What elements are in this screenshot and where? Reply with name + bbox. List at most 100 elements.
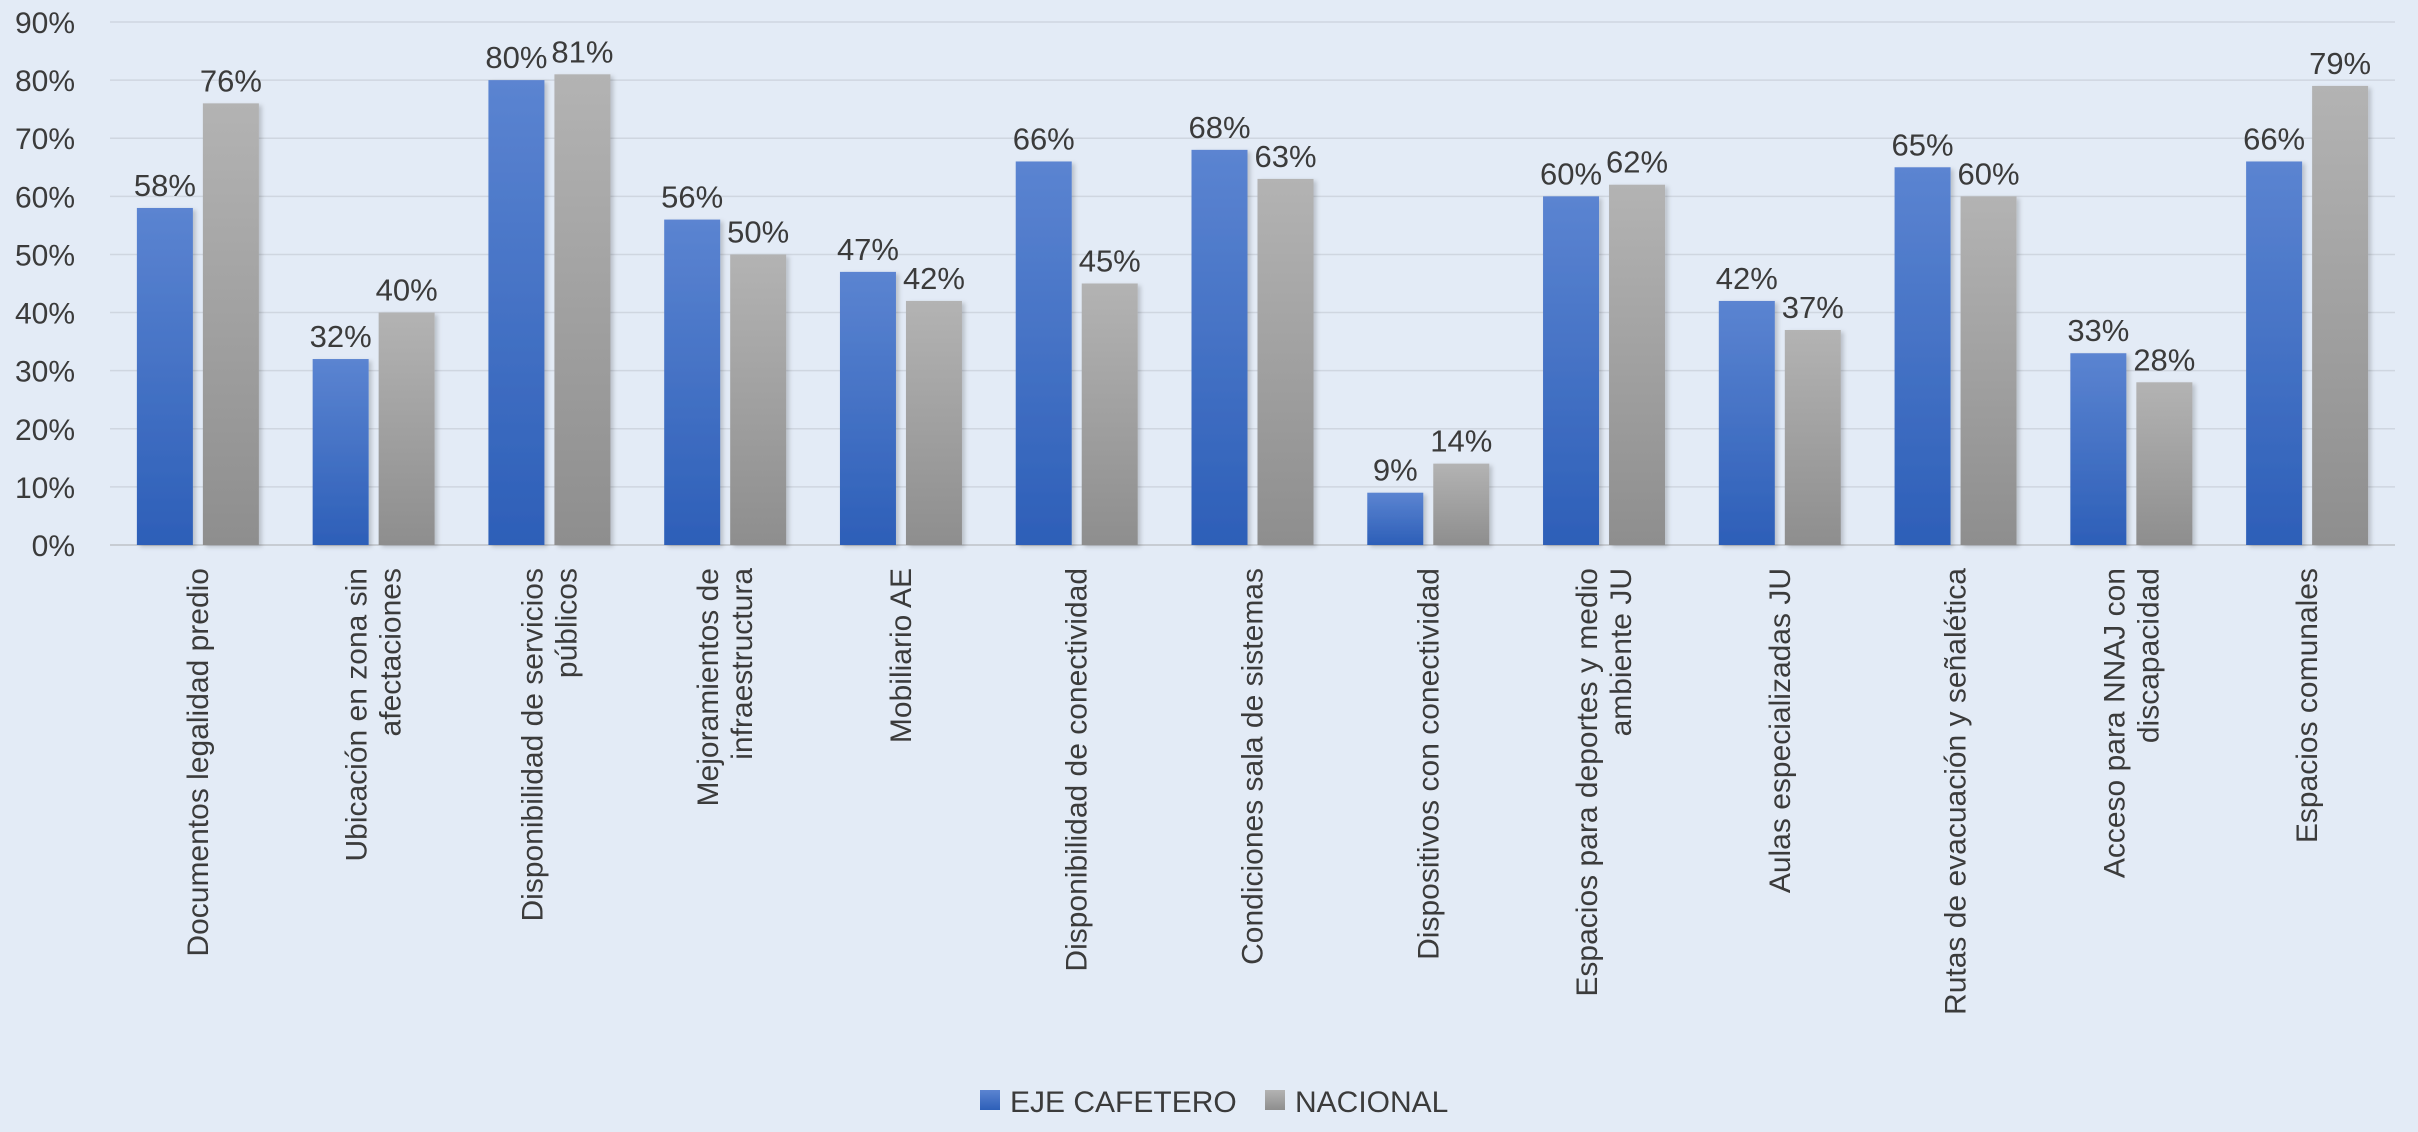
data-label: 47% — [837, 232, 899, 267]
x-tick-label-line: públicos — [550, 568, 583, 678]
bar-nacional — [905, 300, 962, 545]
gridlines — [110, 21, 2395, 546]
data-label: 60% — [1540, 156, 1602, 191]
x-tick-label: Aulas especializadas JU — [1764, 568, 1797, 893]
y-tick-label: 70% — [15, 123, 75, 156]
data-label: 42% — [903, 261, 965, 296]
data-label: 68% — [1188, 110, 1250, 145]
data-label: 50% — [727, 214, 789, 249]
bar-eje-cafetero — [1191, 149, 1248, 545]
data-labels: 58%76%32%40%80% 81%56%50% 47%42%66%45%68%6… — [134, 34, 2371, 487]
bar-eje-cafetero — [1367, 492, 1424, 545]
bar-nacional — [1257, 178, 1314, 545]
x-tick-label-line: Condiciones sala de sistemas — [1237, 568, 1270, 965]
data-label: 79% — [2309, 46, 2371, 81]
bar-eje-cafetero — [1015, 161, 1072, 545]
bar-nacional — [2312, 85, 2369, 545]
x-tick-label: Dispositivos con conectividad — [1412, 568, 1445, 960]
data-label: 28% — [2133, 342, 2195, 377]
x-tick-label-line: Mejoramientos de — [692, 568, 725, 806]
y-tick-label: 40% — [15, 298, 75, 331]
data-label: 9% — [1373, 453, 1418, 488]
data-label: 58% — [134, 168, 196, 203]
bar-eje-cafetero — [839, 271, 896, 545]
x-tick-label: Mejoramientos de infraestructura — [692, 568, 759, 807]
data-label: 76% — [200, 63, 262, 98]
data-label: 80% — [485, 40, 547, 75]
bar-eje-cafetero — [488, 80, 545, 545]
y-tick-label: 20% — [15, 414, 75, 447]
x-axis: Documentos legalidad predio Ubicación en … — [182, 568, 2324, 1015]
x-tick-label-line: Mobiliario AE — [885, 568, 918, 743]
x-tick-label-line: infraestructura — [726, 568, 759, 760]
x-tick-label: Espacios para deportes y medio ambiente J… — [1571, 568, 1638, 997]
y-tick-label: 30% — [15, 356, 75, 389]
data-label: 56% — [661, 180, 723, 215]
data-label: 42% — [1716, 261, 1778, 296]
bar-nacional — [202, 103, 259, 545]
x-tick-label: Condiciones sala de sistemas — [1237, 568, 1270, 965]
x-tick-label-line: Documentos legalidad predio — [182, 568, 215, 957]
x-tick-label: Disponibilidad de conectividad — [1061, 568, 1094, 972]
bar-eje-cafetero — [312, 359, 369, 545]
x-tick-label-line: Ubicación en zona sin — [341, 568, 374, 862]
x-tick-label-line: Espacios para deportes y medio — [1571, 568, 1604, 997]
data-label: 81% — [551, 34, 613, 69]
y-tick-label: 90% — [15, 7, 75, 40]
bar-nacional — [1784, 329, 1841, 545]
y-tick-label: 60% — [15, 181, 75, 214]
x-tick-label-line: Rutas de evacuación y señalética — [1940, 568, 1973, 1015]
x-tick-label-line: discapacidad — [2132, 568, 2165, 743]
legend-label: EJE CAFETERO — [1010, 1086, 1237, 1119]
bars — [136, 74, 2369, 546]
data-label: 60% — [1958, 156, 2020, 191]
bar-nacional — [1960, 196, 2017, 546]
bar-nacional — [1609, 184, 1666, 545]
data-label: 66% — [2243, 121, 2305, 156]
y-tick-label: 10% — [15, 472, 75, 505]
bar-nacional — [554, 74, 611, 546]
legend-item-nacional: NACIONAL — [1265, 1086, 1448, 1119]
data-label: 33% — [2067, 313, 2129, 348]
x-tick-label-line: Espacios comunales — [2291, 568, 2324, 843]
bar-nacional — [2136, 382, 2193, 545]
bar-eje-cafetero — [1718, 300, 1775, 545]
y-tick-label: 0% — [32, 530, 75, 563]
data-label: 32% — [310, 319, 372, 354]
data-label: 62% — [1606, 145, 1668, 180]
x-tick-label: Ubicación en zona sin afectaciones — [341, 568, 408, 862]
x-tick-label: Mobiliario AE — [885, 568, 918, 743]
y-tick-label: 80% — [15, 65, 75, 98]
data-label: 14% — [1430, 424, 1492, 459]
x-tick-label-line: Dispositivos con conectividad — [1412, 568, 1445, 960]
legend-label: NACIONAL — [1295, 1086, 1448, 1119]
bar-eje-cafetero — [136, 207, 193, 545]
y-axis: 0% 10% 20% 30% 40% 50% 60% 70% 80% 90% — [15, 7, 75, 563]
data-label: 45% — [1079, 244, 1141, 279]
bar-nacional — [1081, 283, 1138, 545]
x-tick-label-line: afectaciones — [375, 568, 408, 736]
bar-eje-cafetero — [1894, 167, 1951, 545]
x-tick-label-line: Acceso para NNAJ con — [2098, 568, 2131, 878]
data-label: 40% — [376, 273, 438, 308]
bar-eje-cafetero — [2246, 161, 2303, 545]
x-tick-label: Acceso para NNAJ con discapacidad — [2098, 568, 2165, 878]
bar-eje-cafetero — [664, 219, 721, 546]
legend-swatch — [1265, 1090, 1285, 1110]
x-tick-label-line: Aulas especializadas JU — [1764, 568, 1797, 893]
bar-nacional — [378, 312, 435, 545]
bar-eje-cafetero — [2070, 353, 2127, 545]
x-tick-label: Rutas de evacuación y señalética — [1940, 568, 1973, 1015]
x-tick-label-line: Disponibilidad de conectividad — [1061, 568, 1094, 972]
x-tick-label: Disponibilidad de servicios públicos — [516, 568, 583, 922]
data-label: 37% — [1782, 290, 1844, 325]
data-label: 63% — [1254, 139, 1316, 174]
legend-swatch — [980, 1090, 1000, 1110]
bar-nacional — [1433, 463, 1490, 545]
x-tick-label-line: ambiente JU — [1605, 568, 1638, 736]
bar-nacional — [730, 254, 787, 545]
data-label: 65% — [1892, 127, 1954, 162]
legend: EJE CAFETERO NACIONAL — [980, 1086, 1448, 1119]
